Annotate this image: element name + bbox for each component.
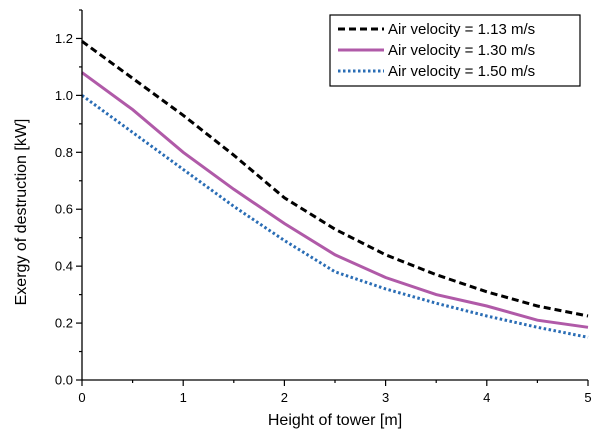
y-tick-label: 1.2 [55,31,73,46]
series-line-1 [81,40,589,318]
y-tick-label: 0.2 [55,316,73,331]
x-tick-label: 0 [78,390,85,405]
series-layer [81,40,589,339]
y-tick-label: 0.0 [55,373,73,388]
y-axis-title: Exergy of destruction [kW] [13,119,30,306]
series-line-2 [81,71,589,329]
legend-label-3: Air velocity = 1.50 m/s [388,63,535,80]
y-tick-label: 0.6 [55,202,73,217]
x-tick-label: 1 [180,390,187,405]
x-tick-label: 3 [382,390,389,405]
legend-label-1: Air velocity = 1.13 m/s [388,21,535,38]
x-tick-label: 5 [584,390,591,405]
legend-label-2: Air velocity = 1.30 m/s [388,42,535,59]
y-tick-label: 0.8 [55,145,73,160]
x-axis-title: Height of tower [m] [268,412,402,429]
y-tick-label: 1.0 [55,88,73,103]
legend: Air velocity = 1.13 m/s Air velocity = 1.… [329,14,581,87]
x-tick-label: 2 [281,390,288,405]
axes-layer: 0 1 2 3 4 5 0.0 0.2 0.4 0.6 0.8 1.0 1.2 [55,9,592,405]
x-tick-label: 4 [483,390,490,405]
y-tick-label: 0.4 [55,259,73,274]
